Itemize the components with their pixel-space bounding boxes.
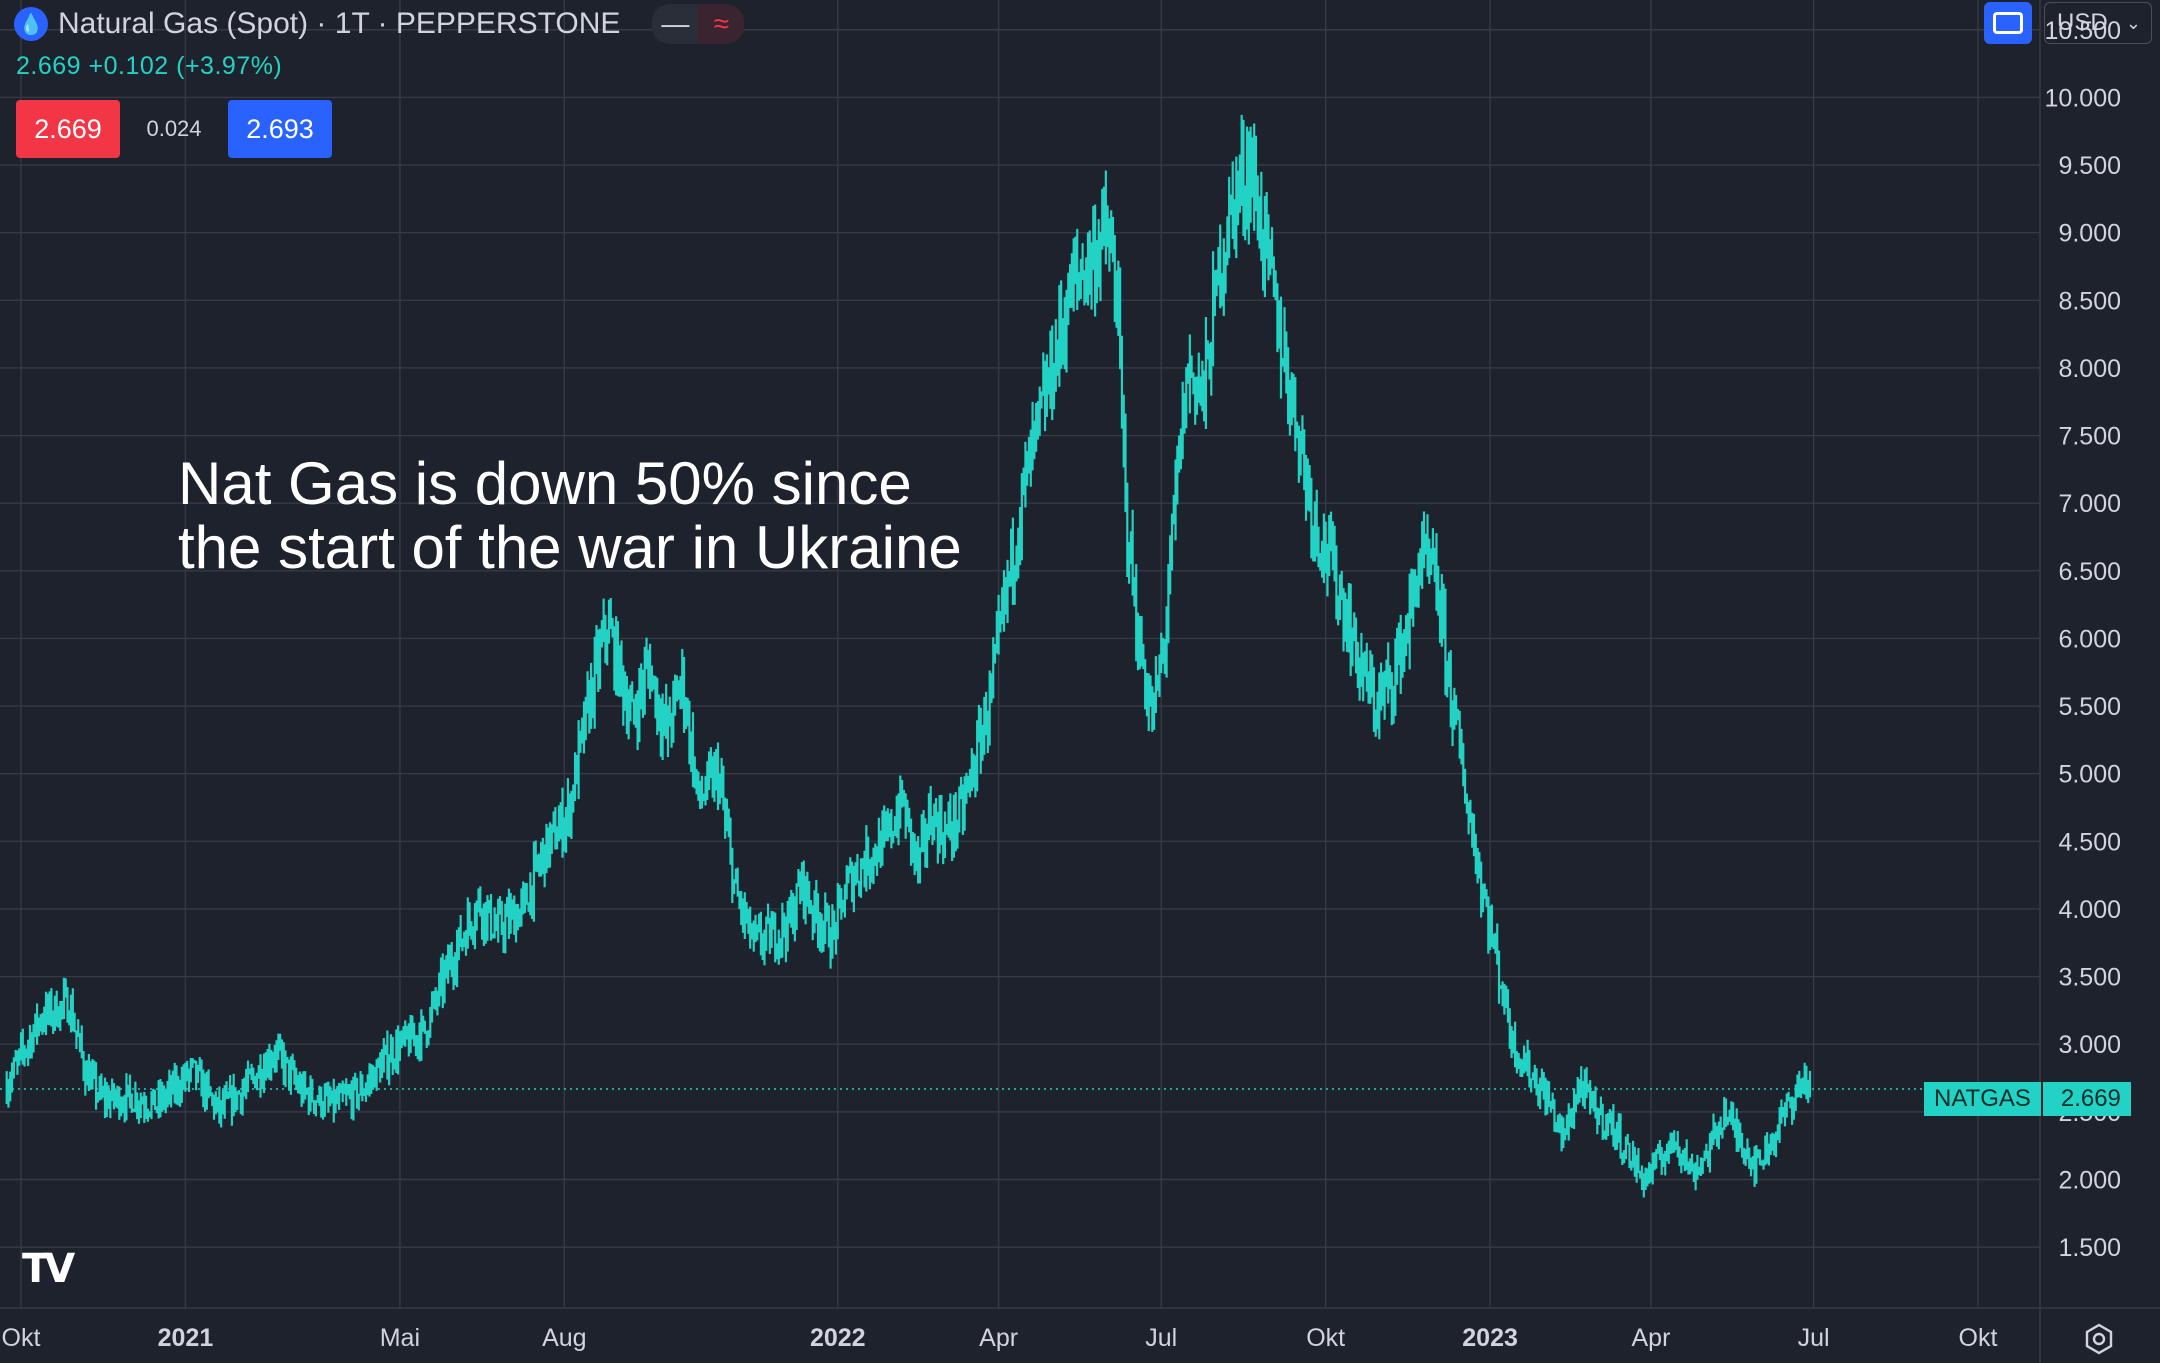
time-tick-label: Aug xyxy=(542,1324,586,1352)
price-tick-label: 4.000 xyxy=(2058,896,2121,924)
quote-row: 2.669 0.024 2.693 xyxy=(16,100,332,158)
auto-fit-icon xyxy=(1993,12,2023,34)
time-tick-label: 2021 xyxy=(158,1324,214,1352)
time-tick-label: Okt xyxy=(1306,1324,1345,1352)
currency-label: USD xyxy=(2057,9,2108,36)
time-tick-label: Apr xyxy=(1631,1324,1670,1352)
symbol-title[interactable]: Natural Gas (Spot) · 1T · PEPPERSTONE xyxy=(58,7,621,40)
price-tick-label: 7.000 xyxy=(2058,490,2121,518)
price-tick-label: 7.500 xyxy=(2058,423,2121,451)
price-tick-label: 10.500 xyxy=(2045,17,2121,45)
last-price-symbol: NATGAS xyxy=(1924,1082,2041,1116)
time-tick-label: Jul xyxy=(1145,1324,1177,1352)
settings-icon[interactable] xyxy=(2082,1322,2116,1356)
currency-selector[interactable]: USD ⌄ xyxy=(2044,2,2152,44)
time-tick-label: Okt xyxy=(2,1324,41,1352)
time-tick-label: Jul xyxy=(1798,1324,1830,1352)
price-tick-label: 6.500 xyxy=(2058,558,2121,586)
price-change: 2.669 +0.102 (+3.97%) xyxy=(16,52,283,80)
price-tick-label: 5.000 xyxy=(2058,761,2121,789)
chart-annotation: Nat Gas is down 50% since the start of t… xyxy=(178,452,962,580)
time-tick-label: Mai xyxy=(380,1324,420,1352)
chevron-down-icon: ⌄ xyxy=(2125,12,2141,33)
buy-button[interactable]: 2.693 xyxy=(228,100,332,158)
time-tick-label: 2022 xyxy=(810,1324,866,1352)
annotation-line-1: Nat Gas is down 50% since xyxy=(178,450,912,517)
price-tick-label: 8.500 xyxy=(2058,287,2121,315)
time-tick-label: Okt xyxy=(1959,1324,1998,1352)
auto-fit-button[interactable] xyxy=(1984,2,2032,44)
sell-button[interactable]: 2.669 xyxy=(16,100,120,158)
spread-value: 0.024 xyxy=(146,116,202,141)
time-tick-label: Apr xyxy=(979,1324,1018,1352)
wave-icon[interactable]: ≈ xyxy=(698,4,745,44)
collapse-icon[interactable]: — xyxy=(661,8,690,39)
price-axis: 1.5002.0002.5003.0003.5004.0004.5005.000… xyxy=(2045,17,2121,1262)
flame-drop-icon: 💧 xyxy=(14,7,48,41)
price-tick-label: 10.000 xyxy=(2045,84,2121,112)
time-axis: Okt 2021 Mai Aug 2022 Apr Jul Okt 2023 Apr Jul Okt xyxy=(2,1324,1998,1352)
price-tick-label: 3.000 xyxy=(2058,1031,2121,1059)
time-tick-label: 2023 xyxy=(1462,1324,1518,1352)
price-series xyxy=(5,114,1812,1198)
tradingview-logo[interactable]: TV xyxy=(22,1246,75,1292)
price-tick-label: 8.000 xyxy=(2058,355,2121,383)
price-tick-label: 1.500 xyxy=(2058,1234,2121,1262)
price-tick-label: 2.000 xyxy=(2058,1166,2121,1194)
price-tick-label: 6.000 xyxy=(2058,625,2121,653)
annotation-line-2: the start of the war in Ukraine xyxy=(178,514,962,581)
price-tick-label: 9.500 xyxy=(2058,152,2121,180)
header-toggle[interactable]: — ≈ xyxy=(652,4,745,44)
price-tick-label: 3.500 xyxy=(2058,964,2121,992)
price-tick-label: 5.500 xyxy=(2058,693,2121,721)
price-tick-label: 9.000 xyxy=(2058,220,2121,248)
last-price-tag: NATGAS 2.669 xyxy=(1924,1082,2131,1116)
last-price-value: 2.669 xyxy=(2042,1082,2131,1116)
chart-header: 💧 Natural Gas (Spot) · 1T · PEPPERSTONE … xyxy=(14,4,745,44)
price-tick-label: 4.500 xyxy=(2058,828,2121,856)
